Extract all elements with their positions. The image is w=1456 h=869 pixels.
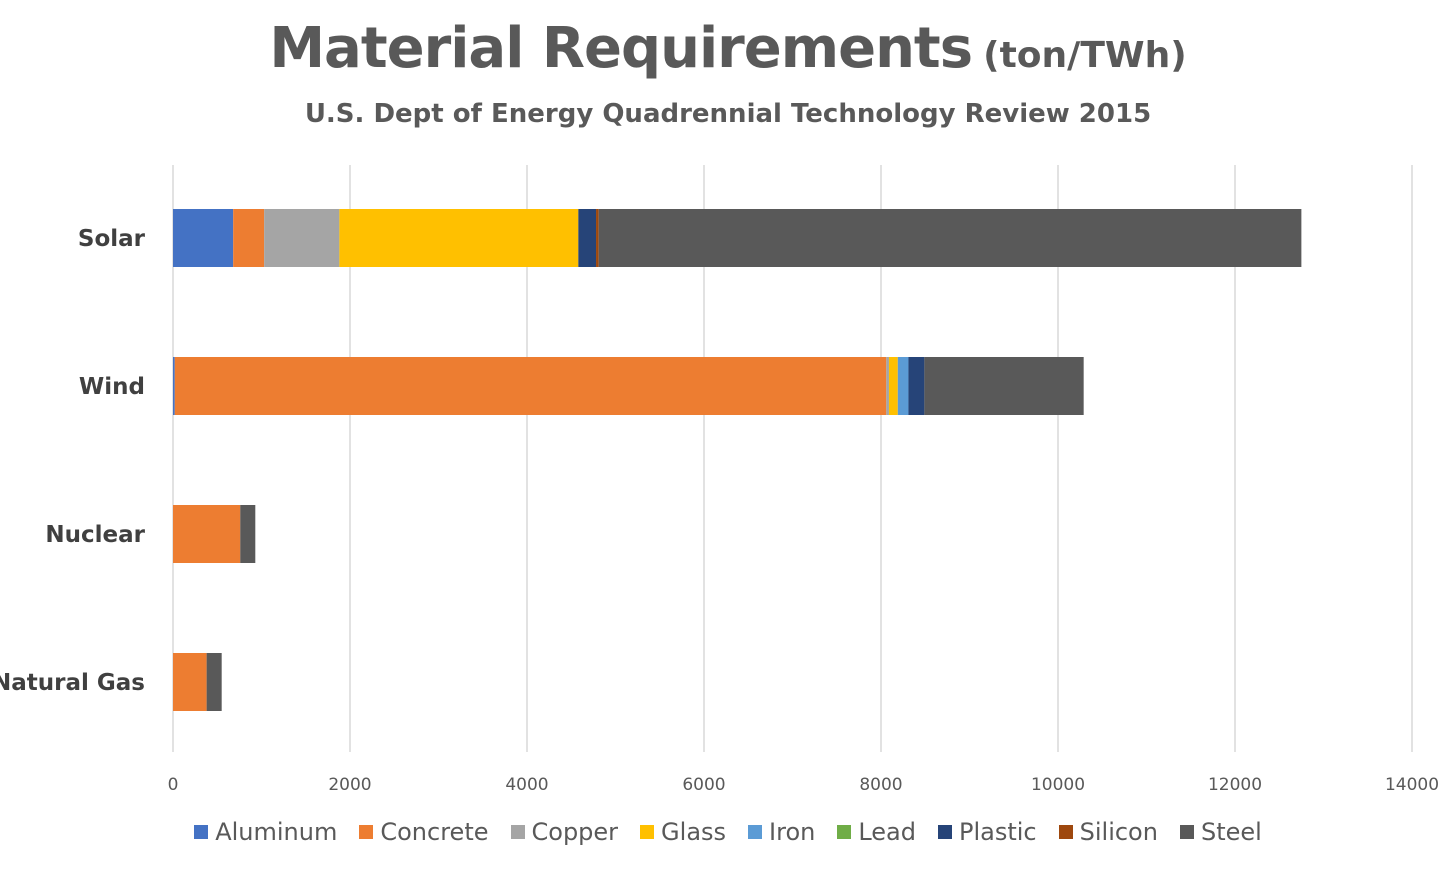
legend-swatch	[837, 825, 852, 839]
bar-segment	[924, 357, 1084, 415]
chart-title: Material Requirements (ton/TWh)	[0, 16, 1456, 81]
legend-swatch	[510, 825, 525, 839]
legend-swatch	[938, 825, 952, 839]
bar-segment	[886, 357, 889, 415]
legend-swatch	[1179, 825, 1194, 839]
legend-label: Iron	[769, 818, 816, 846]
x-tick-label: 4000	[505, 775, 548, 795]
bar-segment	[173, 653, 207, 711]
legend-swatch	[359, 825, 374, 839]
category-label: Natural Gas	[0, 670, 145, 696]
legend-item: Lead	[837, 818, 916, 846]
category-label: Solar	[78, 226, 146, 252]
x-tick-label: 8000	[859, 775, 902, 795]
legend-item: Steel	[1179, 818, 1262, 846]
bar-segment	[264, 209, 340, 267]
chart-subtitle: U.S. Dept of Energy Quadrennial Technolo…	[304, 99, 1152, 129]
legend-item: Copper	[510, 818, 619, 846]
bar-segment	[888, 357, 898, 415]
legend-label: Plastic	[959, 818, 1037, 846]
legend-item: Aluminum	[194, 818, 337, 846]
legend-swatch	[640, 825, 655, 839]
bar-segment	[908, 357, 925, 415]
bar-segment	[174, 357, 887, 415]
legend-label: Copper	[531, 818, 619, 846]
x-tick-label: 10000	[1031, 775, 1085, 795]
legend-item: Concrete	[359, 818, 489, 846]
legend-item: Silicon	[1058, 818, 1158, 846]
bar-segment	[173, 505, 241, 563]
legend-label: Concrete	[380, 818, 489, 846]
x-tick-label: 2000	[328, 775, 371, 795]
bar-segment	[173, 357, 175, 415]
category-label: Wind	[79, 374, 145, 400]
x-tick-label: 0	[168, 775, 179, 795]
legend-label: Glass	[661, 818, 727, 846]
legend-label: Aluminum	[215, 818, 338, 846]
bar-segment	[339, 209, 579, 267]
category-label: Nuclear	[45, 522, 145, 548]
bar-segment	[206, 653, 222, 711]
legend-label: Silicon	[1079, 818, 1158, 846]
bar-segment	[233, 209, 265, 267]
chart-title-text: Material Requirements	[269, 16, 973, 81]
legend-item: Plastic	[938, 818, 1037, 846]
bar-segment	[173, 209, 234, 267]
legend-item: Glass	[640, 818, 726, 846]
legend-swatch	[1058, 825, 1073, 839]
bar-segment	[596, 209, 599, 267]
legend-label: Lead	[858, 818, 916, 846]
x-tick-label: 6000	[682, 775, 725, 795]
x-tick-label: 14000	[1385, 775, 1439, 795]
legend-swatch	[194, 825, 209, 839]
chart-legend: Aluminum Concrete Copper Glass Iron Lead Plast…	[0, 818, 1456, 846]
bar-segment	[240, 505, 256, 563]
bar-segment	[897, 357, 909, 415]
legend-swatch	[748, 825, 763, 839]
chart-title-unit: (ton/TWh)	[983, 35, 1187, 76]
bar-segment	[578, 209, 597, 267]
legend-item: Iron	[748, 818, 815, 846]
legend-label: Steel	[1200, 818, 1262, 846]
bar-segment	[598, 209, 1302, 267]
x-tick-label: 12000	[1208, 775, 1262, 795]
